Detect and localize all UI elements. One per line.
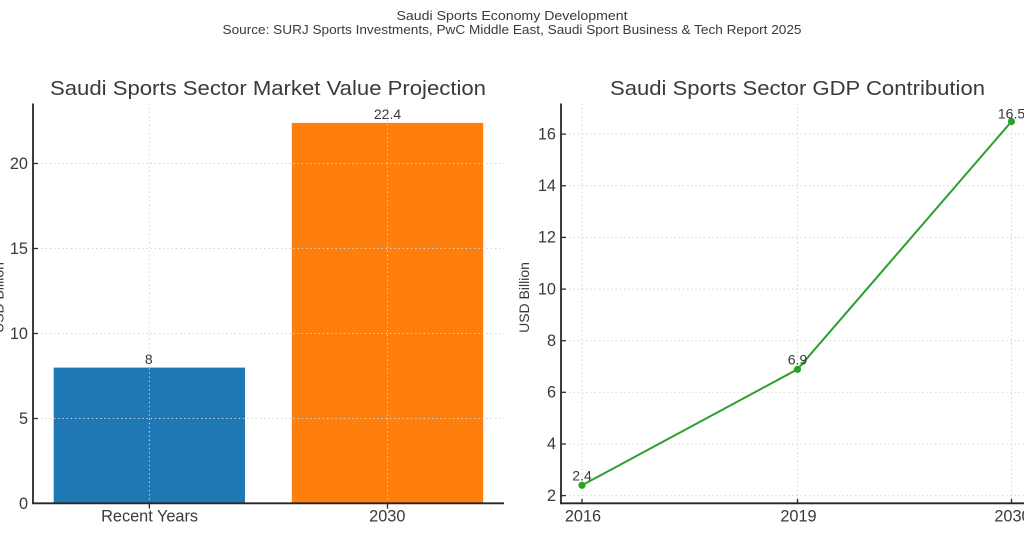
svg-text:2030: 2030 xyxy=(369,507,405,525)
svg-text:8: 8 xyxy=(547,332,556,350)
svg-text:0: 0 xyxy=(19,495,28,513)
svg-text:16: 16 xyxy=(538,125,556,143)
svg-text:22.4: 22.4 xyxy=(374,106,401,122)
svg-text:USD Billion: USD Billion xyxy=(516,262,532,333)
svg-text:Saudi Sports Economy Developme: Saudi Sports Economy Development xyxy=(397,9,629,23)
svg-text:USD Billion: USD Billion xyxy=(0,262,7,333)
svg-text:2.4: 2.4 xyxy=(572,467,592,483)
svg-text:2030: 2030 xyxy=(994,507,1024,525)
svg-text:16.5: 16.5 xyxy=(998,106,1024,122)
svg-text:2016: 2016 xyxy=(565,507,601,525)
svg-text:6.9: 6.9 xyxy=(788,352,808,368)
svg-text:4: 4 xyxy=(547,435,556,453)
svg-text:20: 20 xyxy=(10,155,28,173)
svg-text:10: 10 xyxy=(538,280,556,298)
svg-text:6: 6 xyxy=(547,384,556,402)
svg-text:10: 10 xyxy=(10,325,28,343)
svg-text:15: 15 xyxy=(10,240,28,258)
svg-text:Recent Years: Recent Years xyxy=(101,507,198,525)
svg-text:5: 5 xyxy=(19,410,28,428)
svg-text:14: 14 xyxy=(538,177,556,195)
svg-text:8: 8 xyxy=(145,351,153,367)
svg-text:2019: 2019 xyxy=(780,507,816,525)
svg-text:Source: SURJ Sports Investment: Source: SURJ Sports Investments, PwC Mid… xyxy=(223,22,802,37)
svg-text:12: 12 xyxy=(538,229,556,247)
svg-text:Saudi Sports Sector Market Val: Saudi Sports Sector Market Value Project… xyxy=(50,78,486,100)
svg-text:Saudi Sports Sector GDP Contri: Saudi Sports Sector GDP Contribution xyxy=(610,78,985,100)
svg-text:2: 2 xyxy=(547,487,556,505)
